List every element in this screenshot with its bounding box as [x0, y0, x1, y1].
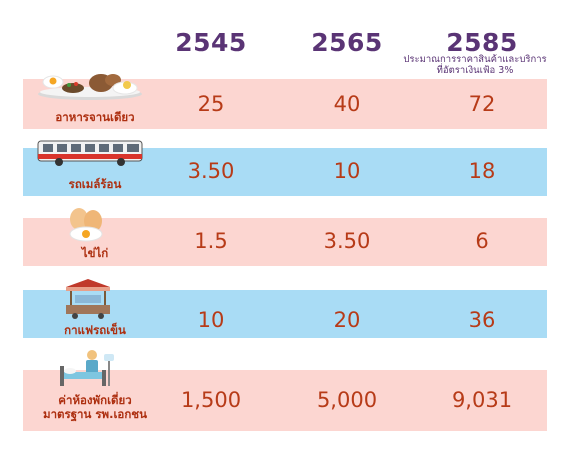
projection-note-line-1: ประมาณการราคาสินค้าและบริการ — [403, 54, 547, 65]
value-coffee-2565: 20 — [333, 308, 361, 332]
value-food-2545: 25 — [197, 92, 225, 116]
value-food-2585: 72 — [468, 92, 496, 116]
value-bus-2545: 3.50 — [187, 159, 235, 183]
label-bus: รถเมล์ร้อน — [68, 177, 122, 191]
bus-icon — [37, 140, 143, 166]
value-hospital-2545: 1,500 — [180, 388, 242, 412]
eggs-icon — [69, 208, 103, 242]
value-eggs-2545: 1.5 — [194, 229, 228, 253]
row-band-eggs — [23, 218, 547, 266]
coffee-cart-icon — [66, 279, 110, 319]
food-plate-icon — [38, 74, 142, 100]
label-hospital: ค่าห้องพักเดี่ยว มาตรฐาน รพ.เอกชน — [30, 393, 160, 421]
value-bus-2585: 18 — [468, 159, 496, 183]
value-coffee-2585: 36 — [468, 308, 496, 332]
row-band-coffee — [23, 290, 547, 338]
row-band-hospital — [23, 370, 547, 431]
value-hospital-2585: 9,031 — [451, 388, 513, 412]
value-food-2565: 40 — [333, 92, 361, 116]
value-coffee-2545: 10 — [197, 308, 225, 332]
value-eggs-2565: 3.50 — [323, 229, 371, 253]
hospital-bed-icon — [60, 350, 114, 386]
label-food: อาหารจานเดียว — [55, 110, 135, 124]
projection-note: ประมาณการราคาสินค้าและบริการ ที่อัตราเงิ… — [400, 54, 550, 76]
label-hospital-line-2: มาตรฐาน รพ.เอกชน — [43, 407, 147, 421]
year-header-2565: 2565 — [311, 28, 383, 57]
value-hospital-2565: 5,000 — [316, 388, 378, 412]
year-header-2545: 2545 — [175, 28, 247, 57]
year-header-2585: 2585 — [446, 28, 518, 57]
label-coffee: กาแฟรถเข็น — [64, 323, 126, 337]
label-hospital-line-1: ค่าห้องพักเดี่ยว — [58, 393, 132, 407]
label-eggs: ไข่ไก่ — [81, 246, 109, 260]
projection-note-line-2: ที่อัตราเงินเฟ้อ 3% — [436, 65, 514, 76]
value-bus-2565: 10 — [333, 159, 361, 183]
value-eggs-2585: 6 — [475, 229, 489, 253]
